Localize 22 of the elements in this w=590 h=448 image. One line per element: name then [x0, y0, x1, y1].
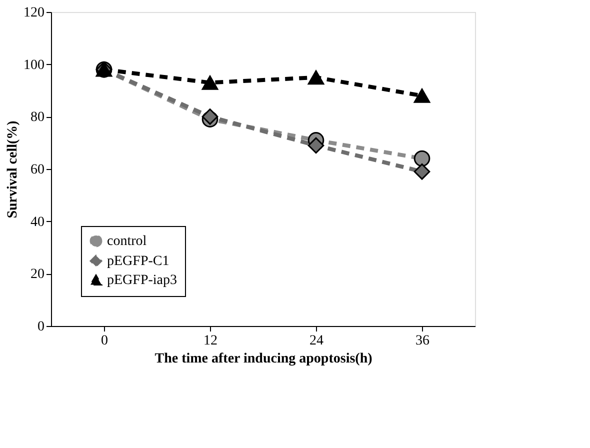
- y-tick-label: 80: [30, 110, 44, 126]
- x-tick-label: 0: [101, 334, 108, 348]
- x-tick-label: 24: [310, 334, 324, 348]
- x-axis-title: The time after inducing apoptosis(h): [154, 352, 373, 366]
- y-axis-title: Survival cell(%): [6, 120, 20, 218]
- x-tick-label: 12: [204, 334, 218, 348]
- point: [202, 75, 218, 90]
- x-tick-label: 36: [416, 334, 430, 348]
- legend-label: pEGFP-C1: [107, 254, 170, 269]
- legend-label: control: [107, 234, 147, 249]
- y-tick-label: 120: [24, 6, 44, 20]
- point: [414, 150, 430, 167]
- y-tick-label: 0: [38, 320, 44, 334]
- y-tick-label: 40: [30, 214, 44, 230]
- y-tick-label: 100: [24, 58, 44, 73]
- point: [414, 163, 430, 180]
- legend-label: pEGFP-iap3: [107, 273, 177, 288]
- y-tick-label: 60: [30, 162, 44, 178]
- point: [308, 70, 324, 85]
- point: [308, 137, 324, 154]
- point: [414, 88, 430, 103]
- y-tick-label: 20: [30, 267, 44, 282]
